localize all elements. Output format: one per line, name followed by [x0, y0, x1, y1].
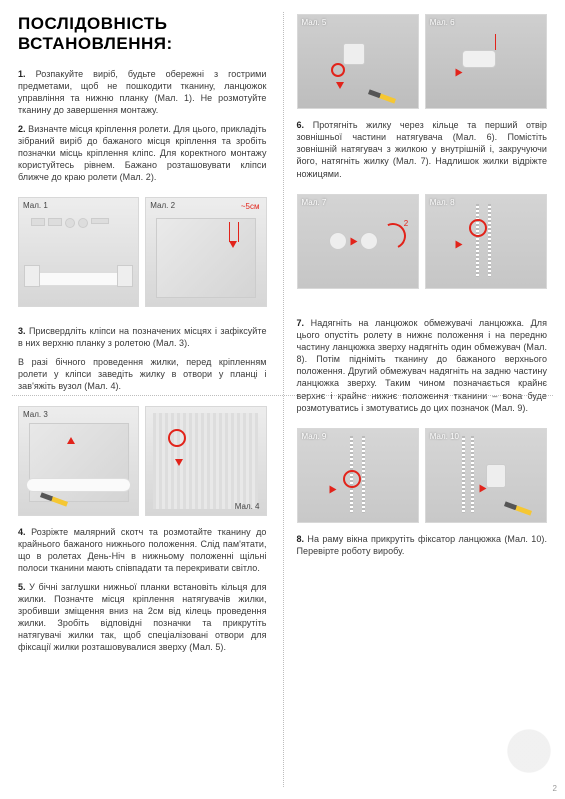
step-3: 3. Присвердліть кліпси на позначених міс…	[18, 325, 267, 349]
watermark-icon	[499, 721, 559, 781]
step-4: 4. Розріжте малярний скотч та розмотайте…	[18, 526, 267, 575]
figure-8: Мал. 8	[425, 194, 547, 289]
step-7: 7. Надягніть на ланцюжок обмежувачі ланц…	[297, 317, 548, 414]
figure-1-label: Мал. 1	[23, 201, 48, 210]
figure-1: Мал. 1	[18, 197, 139, 307]
figure-7: Мал. 7 2	[297, 194, 419, 289]
figure-4-label: Мал. 4	[235, 502, 260, 511]
figure-7-label: Мал. 7	[302, 198, 327, 207]
step-1: 1. Розпакуйте виріб, будьте обережні з г…	[18, 68, 267, 117]
figure-9-label: Мал. 9	[302, 432, 327, 441]
step-8: 8. На раму вікна прикрутіть фіксатор лан…	[297, 533, 548, 557]
step-2: 2. Визначте місця кріплення ролети. Для …	[18, 123, 267, 184]
figure-6-label: Мал. 6	[430, 18, 455, 27]
step-6: 6. Протягніть жилку через кільце та перш…	[297, 119, 548, 180]
vertical-divider	[283, 12, 284, 787]
figure-2-label: Мал. 2	[150, 201, 175, 210]
figure-10: Мал. 10	[425, 428, 547, 523]
step-5: 5. У бічні заглушки нижньої планки встан…	[18, 581, 267, 654]
figure-6: Мал. 6	[425, 14, 547, 109]
figure-2: Мал. 2 ~5см	[145, 197, 266, 307]
figure-9: Мал. 9	[297, 428, 419, 523]
figure-3-label: Мал. 3	[23, 410, 48, 419]
page-title: ПОСЛІДОВНІСТЬ ВСТАНОВЛЕННЯ:	[18, 14, 267, 54]
figure-2-dim: ~5см	[241, 202, 260, 211]
horizontal-divider	[12, 395, 553, 396]
figure-5-label: Мал. 5	[302, 18, 327, 27]
figure-10-label: Мал. 10	[430, 432, 459, 441]
step-3b: В разі бічного проведення жилки, перед к…	[18, 356, 267, 392]
figure-3: Мал. 3	[18, 406, 139, 516]
figure-5: Мал. 5	[297, 14, 419, 109]
figure-7-annotation: 2	[404, 219, 408, 228]
figure-4: Мал. 4	[145, 406, 266, 516]
page-number: 2	[553, 784, 557, 793]
figure-8-label: Мал. 8	[430, 198, 455, 207]
